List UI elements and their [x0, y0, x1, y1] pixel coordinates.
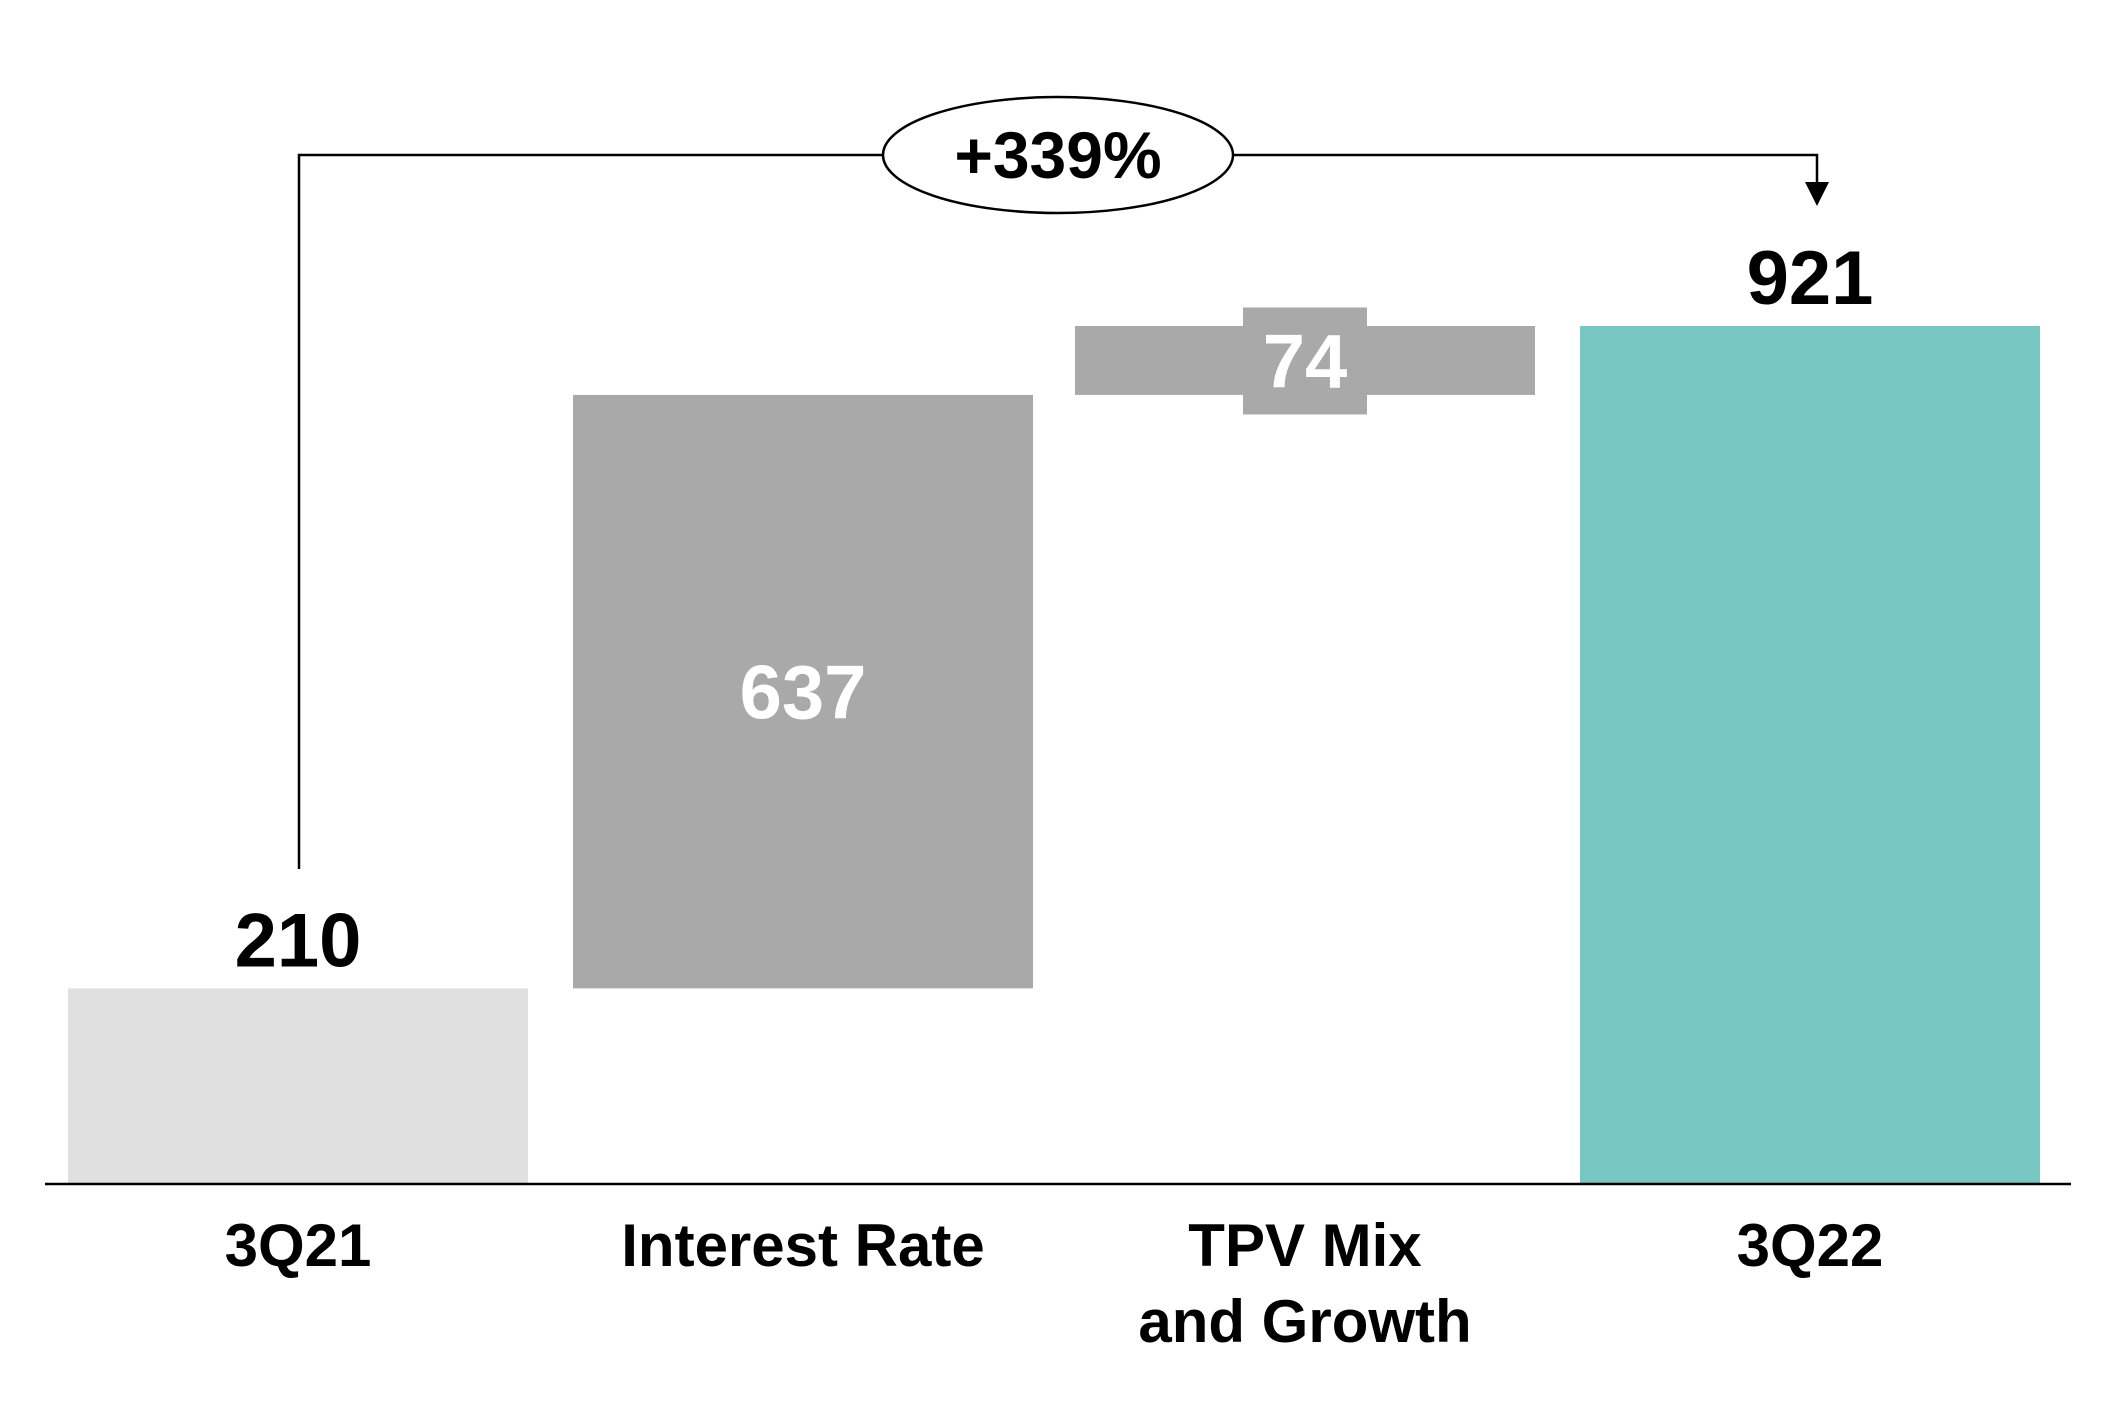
category-label-3q21: 3Q21: [225, 1212, 372, 1279]
bar-3q22: [1580, 326, 2040, 1184]
growth-label: +339%: [954, 118, 1161, 192]
category-label-tpv-mix-and-growth: and Growth: [1138, 1288, 1471, 1355]
growth-ellipse: [881, 95, 1235, 215]
bar-interest-rate: [573, 394, 1033, 989]
bar-3q21: [68, 988, 528, 1184]
value-label-tpv-mix-and-growth: 74: [1263, 319, 1348, 404]
category-label-interest-rate: Interest Rate: [621, 1212, 984, 1279]
value-label-interest-rate: 637: [740, 651, 867, 736]
value-label-3q22: 921: [1747, 236, 1874, 321]
value-label-3q21: 210: [235, 898, 362, 983]
value-label-box-tpv-mix-and-growth: [1243, 307, 1367, 415]
category-label-3q22: 3Q22: [1737, 1212, 1884, 1279]
arrowhead-icon: [1805, 182, 1829, 206]
growth-annotation: +339%: [297, 95, 1829, 869]
category-label-tpv-mix-and-growth: TPV Mix: [1188, 1212, 1421, 1279]
